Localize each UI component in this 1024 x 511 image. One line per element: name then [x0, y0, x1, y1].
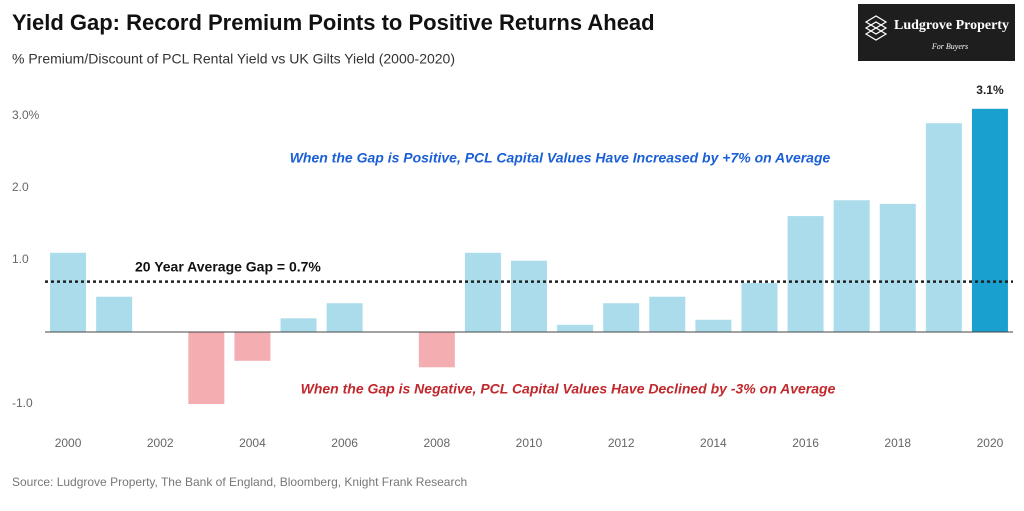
bar — [925, 123, 962, 332]
chart-subtitle: % Premium/Discount of PCL Rental Yield v… — [12, 51, 455, 67]
annotation: When the Gap is Negative, PCL Capital Va… — [301, 381, 836, 397]
logo-name: Ludgrove Property — [894, 18, 1009, 33]
bar — [833, 200, 870, 332]
x-tick-label: 2020 — [977, 436, 1004, 450]
x-tick-label: 2002 — [147, 436, 174, 450]
x-tick-label: 2010 — [516, 436, 543, 450]
bar — [603, 303, 640, 332]
logo-icon — [864, 15, 888, 41]
bar — [971, 108, 1008, 332]
bar — [188, 332, 225, 404]
x-tick-label: 2008 — [423, 436, 450, 450]
bar — [464, 252, 501, 332]
x-tick-label: 2018 — [884, 436, 911, 450]
bar — [511, 260, 547, 332]
bar — [234, 332, 271, 361]
y-tick-label: 1.0 — [12, 252, 29, 266]
bar — [649, 296, 686, 332]
x-tick-label: 2012 — [608, 436, 635, 450]
annotation: When the Gap is Positive, PCL Capital Va… — [290, 150, 831, 166]
value-label: 3.1% — [976, 83, 1004, 97]
bar — [787, 216, 824, 332]
x-tick-label: 2006 — [331, 436, 358, 450]
y-tick-label: 3.0% — [12, 108, 40, 122]
bar — [96, 296, 133, 332]
x-tick-label: 2000 — [55, 436, 82, 450]
logo: Ludgrove Property For Buyers — [858, 4, 1015, 61]
bar — [879, 203, 916, 332]
bar — [50, 252, 87, 332]
bar — [741, 283, 778, 332]
x-tick-label: 2016 — [792, 436, 819, 450]
bar — [326, 303, 363, 332]
bar — [695, 319, 732, 332]
average-label: 20 Year Average Gap = 0.7% — [135, 258, 321, 274]
bar — [280, 318, 317, 332]
y-tick-label: -1.0 — [12, 396, 33, 410]
bar — [557, 324, 594, 332]
chart-title: Yield Gap: Record Premium Points to Posi… — [12, 10, 655, 35]
y-tick-label: 2.0 — [12, 180, 29, 194]
x-tick-label: 2014 — [700, 436, 727, 450]
bar — [418, 332, 455, 368]
logo-tagline: For Buyers — [931, 42, 968, 51]
source: Source: Ludgrove Property, The Bank of E… — [12, 475, 467, 489]
x-tick-label: 2004 — [239, 436, 266, 450]
